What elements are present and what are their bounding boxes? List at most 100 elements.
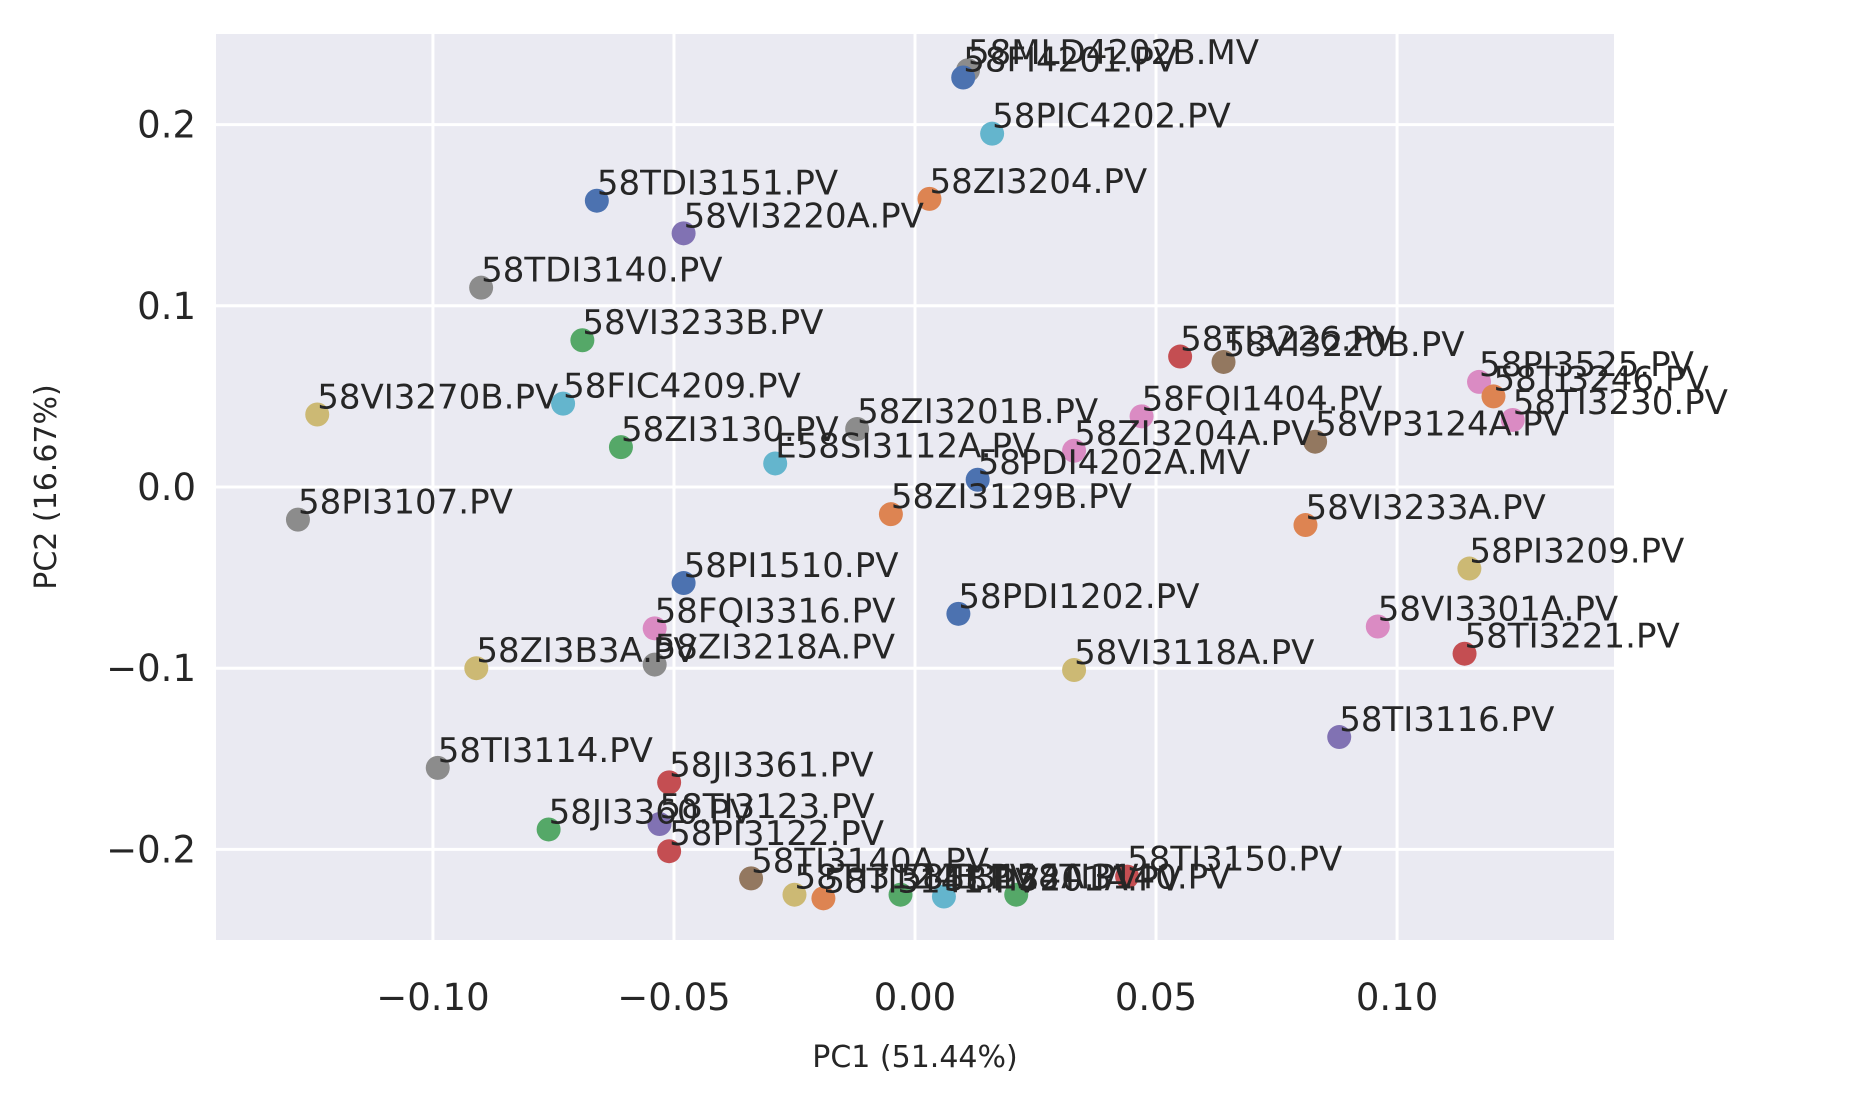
data-point-label: 58VP3124A.PV bbox=[1315, 405, 1566, 445]
data-point-label: 58VI3220A.PV bbox=[684, 196, 924, 236]
data-point bbox=[671, 221, 696, 246]
data-point bbox=[536, 817, 561, 842]
data-point bbox=[1293, 513, 1318, 538]
data-point-label: 58FI4201.PV bbox=[963, 40, 1177, 80]
x-tick-label: 0.10 bbox=[1356, 976, 1438, 1019]
data-point bbox=[917, 186, 942, 211]
data-point bbox=[1452, 641, 1477, 666]
data-point bbox=[1129, 404, 1154, 429]
data-point-label: 58PI1510.PV bbox=[684, 546, 899, 586]
y-tick-label: 0.1 bbox=[137, 285, 196, 328]
y-tick-label: −0.2 bbox=[106, 828, 196, 871]
data-point-label: 58PI3122.PV bbox=[669, 814, 884, 854]
data-point-label: 58ZI3129B.PV bbox=[891, 477, 1132, 517]
y-tick-label: 0.2 bbox=[137, 104, 196, 147]
data-point bbox=[608, 435, 633, 460]
data-point-label: 58ZI3B3A.PV bbox=[476, 631, 696, 671]
data-point bbox=[1500, 407, 1525, 432]
data-point bbox=[647, 812, 672, 837]
data-point-label: 58TI3201A.PV bbox=[944, 860, 1182, 900]
data-point-label: 58TI3221.PV bbox=[1465, 617, 1680, 657]
grid-lines bbox=[216, 34, 1614, 940]
data-point bbox=[642, 652, 667, 677]
data-point bbox=[1327, 725, 1352, 750]
x-tick-labels: −0.10 −0.05 0.00 0.05 0.10 bbox=[376, 976, 1438, 1019]
data-point bbox=[763, 451, 788, 476]
data-point-label: 58TI3141.PV bbox=[823, 861, 1038, 901]
data-point bbox=[739, 866, 764, 891]
data-point-label: 58TI3226.PV bbox=[1180, 320, 1395, 360]
data-point-label: 58PI3107.PV bbox=[298, 483, 513, 523]
data-point bbox=[951, 65, 976, 90]
data-point bbox=[1365, 614, 1390, 639]
data-point bbox=[469, 275, 494, 300]
x-tick-label: 0.05 bbox=[1115, 976, 1197, 1019]
data-point bbox=[811, 886, 836, 911]
data-point bbox=[946, 601, 971, 626]
data-point bbox=[1457, 556, 1482, 581]
data-point bbox=[931, 884, 956, 909]
x-tick-label: −0.10 bbox=[376, 976, 489, 1019]
x-tick-label: −0.05 bbox=[617, 976, 730, 1019]
data-point-label: 58TDI3151.PV bbox=[597, 164, 838, 204]
data-point-label: 58TI3123.PV bbox=[660, 787, 875, 827]
data-point bbox=[551, 391, 576, 416]
data-point-label: 58FQI3316.PV bbox=[655, 591, 896, 631]
data-point-label: 58ZI3204A.PV bbox=[1074, 414, 1314, 454]
data-points bbox=[285, 58, 1525, 911]
data-point-label: 58TI3230.PV bbox=[1513, 383, 1728, 423]
data-point-label: 58ZI3218A.PV bbox=[655, 628, 895, 668]
data-point-label: 58PDI4202A.MV bbox=[978, 443, 1251, 483]
x-tick-label: 0.00 bbox=[874, 976, 956, 1019]
data-point-label: 58FIC4209.PV bbox=[563, 367, 801, 407]
y-axis-title: PC2 (16.67%) bbox=[29, 384, 64, 589]
data-point bbox=[657, 770, 682, 795]
data-point-label: 58FQI1404.PV bbox=[1142, 379, 1383, 419]
data-point-label: 58TI3124A.PV bbox=[901, 858, 1139, 898]
data-point bbox=[1211, 349, 1236, 374]
data-point-label: 58TI3116.PV bbox=[1339, 700, 1554, 740]
data-point-label: 58TI3140A.PV bbox=[751, 841, 989, 881]
data-point-label: 58PIC4202.PV bbox=[992, 97, 1231, 137]
data-point-label: 58PDI1202.PV bbox=[958, 577, 1199, 617]
data-point-label: 58PI3525.PV bbox=[1479, 345, 1694, 385]
data-point-label: 58TI3140.PV bbox=[1016, 858, 1231, 898]
data-point-label: 58TI3150.PV bbox=[1127, 840, 1342, 880]
data-point-label: 58JI3361.PV bbox=[669, 745, 873, 785]
data-point bbox=[671, 571, 696, 596]
data-point-label: 58TI3246.PV bbox=[1493, 359, 1708, 399]
data-point-label: 58TDI3140.PV bbox=[481, 251, 722, 291]
data-point bbox=[1481, 384, 1506, 409]
data-point-label: E58SI3112A.PV bbox=[775, 426, 1035, 466]
data-point bbox=[464, 656, 489, 681]
data-point-label: 58PI3209.PV bbox=[1469, 532, 1684, 572]
data-point bbox=[878, 502, 903, 527]
y-tick-label: 0.0 bbox=[137, 466, 196, 509]
data-point bbox=[845, 417, 870, 442]
data-point-label: 58TI3114.PV bbox=[438, 731, 653, 771]
data-point-label: 58VI3233B.PV bbox=[582, 303, 823, 343]
data-point bbox=[980, 121, 1005, 146]
data-point-label: 58MLD4202B.MV bbox=[968, 33, 1259, 73]
data-point bbox=[965, 467, 990, 492]
y-tick-label: −0.1 bbox=[106, 647, 196, 690]
data-point bbox=[888, 882, 913, 907]
data-point-label: 58ZI3204.PV bbox=[929, 162, 1147, 202]
data-point bbox=[782, 882, 807, 907]
data-point bbox=[657, 839, 682, 864]
data-point bbox=[584, 188, 609, 213]
data-point bbox=[1004, 882, 1029, 907]
data-point bbox=[1062, 438, 1087, 463]
data-point-label: 58VI3233A.PV bbox=[1305, 488, 1545, 528]
x-axis-title: PC1 (51.44%) bbox=[812, 1040, 1017, 1075]
data-point bbox=[285, 507, 310, 532]
data-point-label: 58VI3270B.PV bbox=[317, 378, 558, 418]
data-point-label: 58VI3301A.PV bbox=[1378, 590, 1618, 630]
data-point-label: 58VI3118A.PV bbox=[1074, 633, 1314, 673]
y-tick-labels: −0.2 −0.1 0.0 0.1 0.2 bbox=[106, 104, 196, 872]
data-point bbox=[1303, 429, 1328, 454]
data-point bbox=[642, 616, 667, 641]
data-point-label: 58ZI3130.PV bbox=[621, 410, 839, 450]
